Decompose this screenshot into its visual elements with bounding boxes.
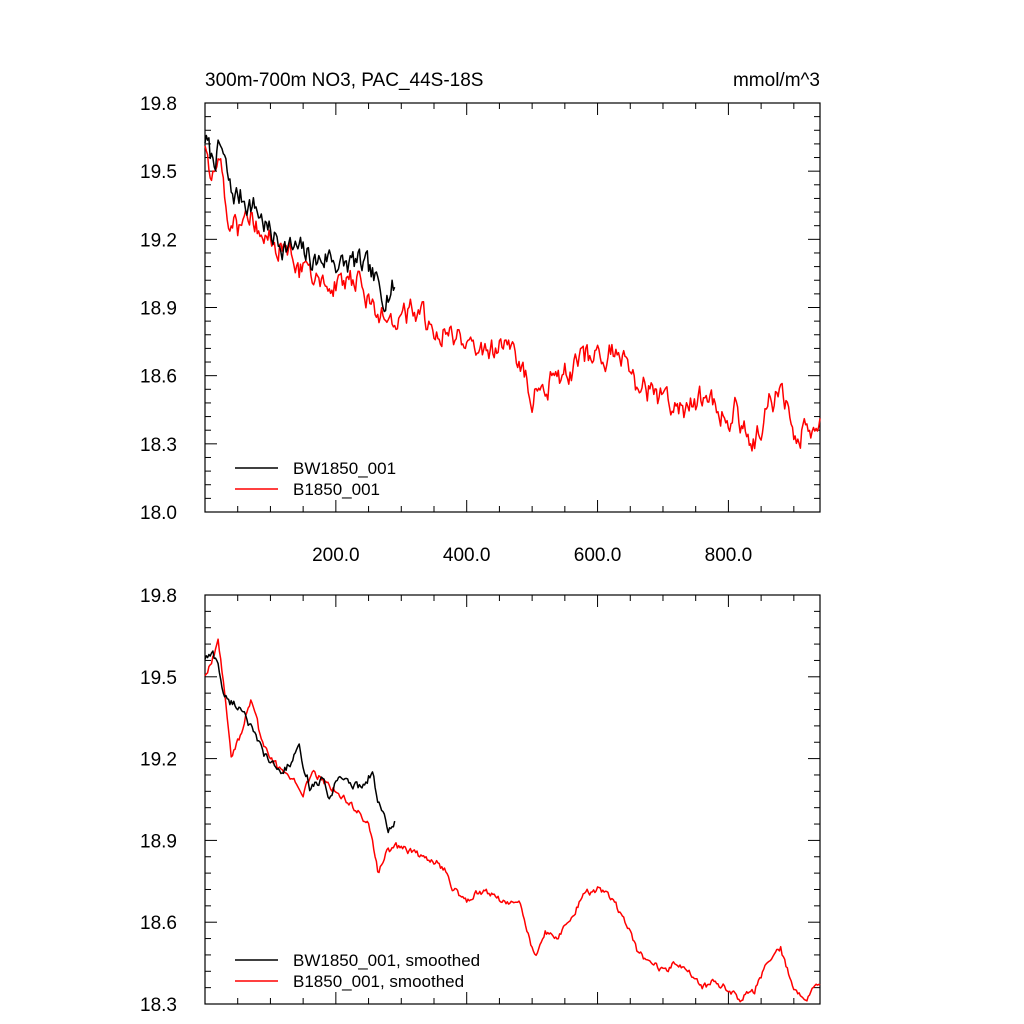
bottom-series-group bbox=[204, 638, 821, 1003]
y-tick-label: 19.2 bbox=[140, 750, 177, 771]
series-line-bw1850 bbox=[204, 650, 396, 834]
y-tick-label: 18.6 bbox=[140, 913, 177, 934]
y-tick-label: 18.9 bbox=[140, 831, 177, 852]
legend-label: B1850_001, smoothed bbox=[293, 972, 464, 991]
series-line-bw1850 bbox=[204, 134, 396, 313]
series-line-b1850 bbox=[204, 145, 821, 452]
y-tick-label: 19.5 bbox=[140, 162, 177, 183]
top-plot-frame bbox=[204, 102, 821, 513]
x-tick-label: 200.0 bbox=[312, 545, 360, 566]
y-tick-label: 19.5 bbox=[140, 668, 177, 689]
top-axis-ticks bbox=[205, 102, 820, 513]
bottom-panel: 18.3 18.6 18.9 19.2 19.5 19.8 BW1850_001, smo… bbox=[140, 586, 821, 1016]
bottom-plot-frame bbox=[204, 594, 821, 1005]
legend-label: BW1850_001, smoothed bbox=[293, 951, 480, 970]
top-axis-tick-labels: 18.0 18.3 18.6 18.9 19.2 19.5 19.8 200.0 400.0 60… bbox=[140, 94, 752, 566]
top-panel: 300m-700m NO3, PAC_44S-18S mmol/m^3 18.0… bbox=[140, 70, 821, 566]
y-tick-label: 18.3 bbox=[140, 995, 177, 1016]
x-tick-label: 400.0 bbox=[443, 545, 491, 566]
legend-label: B1850_001 bbox=[293, 480, 380, 499]
y-tick-label: 19.8 bbox=[140, 586, 177, 607]
y-tick-label: 18.9 bbox=[140, 299, 177, 320]
top-panel-title: 300m-700m NO3, PAC_44S-18S bbox=[205, 70, 483, 91]
bottom-axis-tick-labels: 18.3 18.6 18.9 19.2 19.5 19.8 bbox=[140, 586, 177, 1016]
y-tick-label: 18.0 bbox=[140, 503, 177, 524]
y-tick-label: 18.6 bbox=[140, 367, 177, 388]
series-line-b1850 bbox=[204, 638, 821, 1003]
y-tick-label: 18.3 bbox=[140, 435, 177, 456]
top-legend: BW1850_001 B1850_001 bbox=[235, 459, 396, 499]
top-panel-units: mmol/m^3 bbox=[733, 70, 820, 91]
y-tick-label: 19.2 bbox=[140, 230, 177, 251]
legend-label: BW1850_001 bbox=[293, 459, 396, 478]
x-tick-label: 600.0 bbox=[574, 545, 622, 566]
top-series-group bbox=[204, 134, 821, 452]
bottom-axis-ticks bbox=[205, 594, 820, 1005]
bottom-legend: BW1850_001, smoothed B1850_001, smoothed bbox=[235, 951, 480, 991]
x-tick-label: 800.0 bbox=[705, 545, 753, 566]
y-tick-label: 19.8 bbox=[140, 94, 177, 115]
